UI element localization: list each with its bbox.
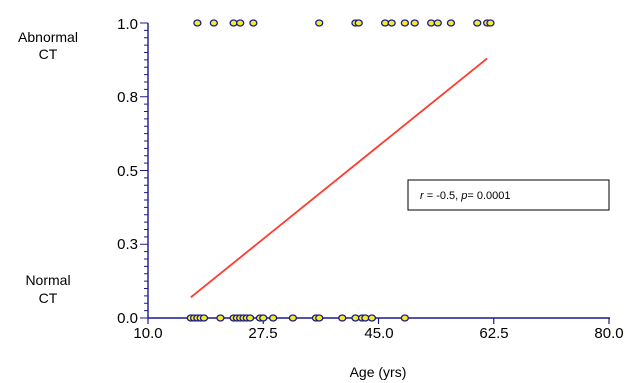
category-label-normal-ct: CT: [39, 290, 58, 306]
data-point: [446, 19, 456, 27]
y-tick-label: 0.3: [117, 236, 138, 253]
x-tick-label: 80.0: [594, 325, 623, 342]
x-tick-label: 62.5: [479, 325, 508, 342]
r-symbol: r: [420, 190, 425, 202]
y-tick-label: 0.8: [117, 89, 138, 106]
y-minor-ticks: [140, 22, 148, 319]
data-point: [315, 19, 324, 27]
x-axis-title: Age (yrs): [350, 364, 407, 380]
data-point: [216, 314, 225, 322]
data-point: [288, 314, 298, 322]
data-point: [400, 314, 409, 322]
data-point: [209, 19, 219, 27]
data-point: [245, 314, 255, 322]
data-point: [410, 19, 419, 27]
data-point: [338, 314, 347, 322]
data-point: [400, 19, 409, 27]
category-label-abnormal-ct: CT: [39, 46, 58, 62]
annotation-text: r = -0.5, p= 0.0001: [420, 190, 511, 202]
data-point: [193, 19, 202, 27]
data-point: [315, 314, 324, 322]
p-value: = 0.0001: [467, 190, 510, 202]
data-point: [433, 19, 442, 27]
y-tick-label: 1.0: [117, 16, 138, 33]
data-point: [199, 314, 209, 322]
data-point: [387, 19, 396, 27]
data-points: [186, 19, 495, 322]
data-point: [268, 314, 278, 322]
p-symbol: p: [460, 190, 467, 202]
data-point: [259, 314, 268, 322]
category-label-abnormal: Abnormal: [18, 29, 78, 45]
data-point: [367, 314, 377, 322]
regression-line: [190, 57, 488, 299]
category-label-normal: Normal: [25, 272, 70, 288]
data-point: [473, 19, 482, 27]
data-point: [236, 19, 245, 27]
x-tick-label: 27.5: [248, 325, 277, 342]
y-tick-label: 0.0: [117, 310, 138, 327]
x-tick-label: 10.0: [133, 325, 162, 342]
y-tick-label: 0.5: [117, 163, 138, 180]
data-point: [354, 19, 363, 27]
r-value: = -0.5,: [424, 190, 462, 202]
x-tick-label: 45.0: [364, 325, 393, 342]
data-point: [249, 19, 258, 27]
annotation-box: [407, 179, 610, 211]
data-point: [486, 19, 495, 27]
